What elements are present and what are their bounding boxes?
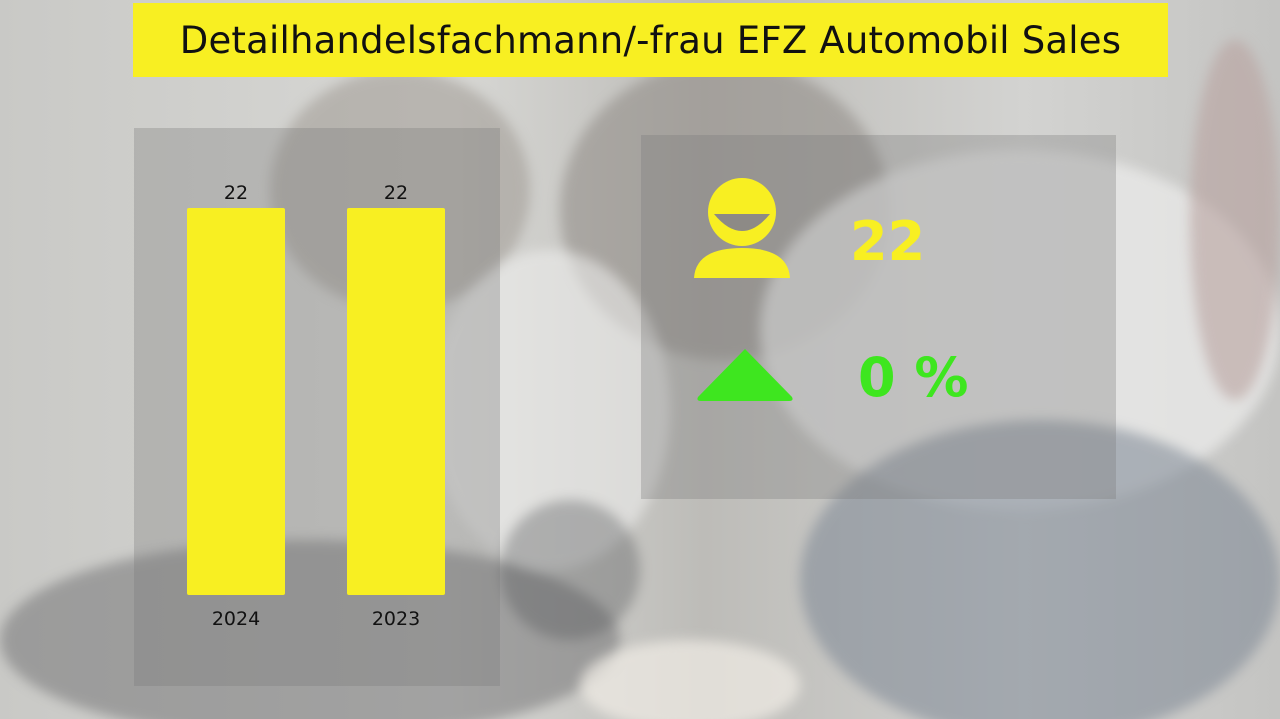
bar-2024 — [187, 208, 285, 595]
kpi-change-value: 0 % — [858, 346, 969, 409]
x-tick-label-2023: 2023 — [372, 608, 420, 630]
title-banner: Detailhandelsfachmann/-frau EFZ Automobi… — [133, 3, 1168, 77]
bar-2023 — [347, 208, 445, 595]
page-title: Detailhandelsfachmann/-frau EFZ Automobi… — [179, 18, 1122, 62]
triangle-up-icon — [697, 349, 793, 401]
kpi-count-value: 22 — [850, 210, 926, 273]
person-icon — [694, 178, 790, 278]
x-tick-label-2024: 2024 — [212, 608, 260, 630]
bar-chart: 22 2024 22 2023 — [187, 182, 445, 630]
data-label-2023: 22 — [384, 182, 408, 204]
data-label-2024: 22 — [224, 182, 248, 204]
